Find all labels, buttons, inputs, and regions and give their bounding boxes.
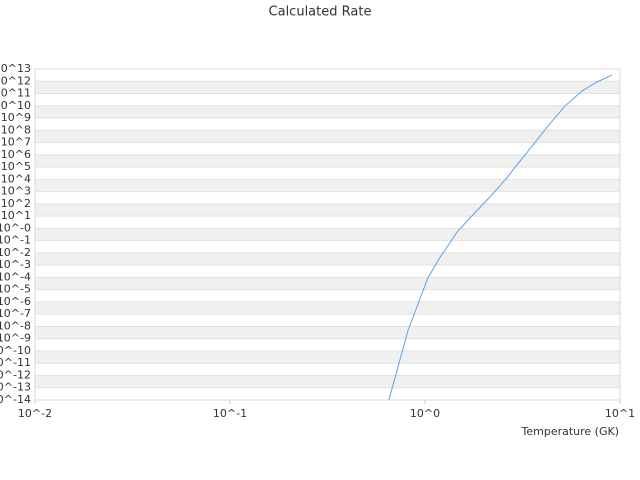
grid-band: [35, 81, 620, 94]
y-tick-label: 10^-5: [0, 283, 31, 296]
y-tick-label: 10^-6: [0, 295, 31, 308]
y-tick-label: 10^13: [0, 62, 31, 75]
y-tick-label: 10^-3: [0, 258, 31, 271]
grid-band: [35, 105, 620, 119]
grid-band: [35, 277, 620, 290]
y-tick-label: 10^6: [1, 148, 31, 161]
x-tick-label: 10^1: [605, 407, 635, 420]
y-tick-label: 10^2: [1, 197, 31, 210]
y-tick-label: 10^1: [1, 209, 31, 222]
grid-band: [35, 203, 620, 217]
x-axis-label: Temperature (GK): [521, 425, 620, 438]
grid-band: [35, 228, 620, 241]
chart-title: Calculated Rate: [269, 5, 372, 20]
y-tick-label: 10^-2: [0, 246, 31, 259]
grid-band: [35, 252, 620, 266]
y-tick-label: 10^3: [1, 185, 31, 198]
grid-band: [35, 301, 620, 315]
y-tick-label: 10^9: [1, 111, 31, 124]
y-tick-label: 10^-11: [0, 356, 31, 369]
y-tick-label: 10^-10: [0, 344, 31, 357]
grid-band: [35, 375, 620, 388]
y-tick-label: 10^7: [1, 136, 31, 149]
plot-border: [34, 68, 621, 401]
grid-band: [35, 326, 620, 339]
y-tick-label: 10^-12: [0, 368, 31, 381]
y-tick-label: 10^-13: [0, 381, 31, 394]
y-tick-label: 10^11: [0, 87, 31, 100]
y-tick-label: 10^10: [0, 99, 31, 112]
y-tick-label: 10^-8: [0, 319, 31, 332]
grid-band: [35, 154, 620, 168]
y-tick-label: 10^-1: [0, 234, 31, 247]
x-tick-label: 10^0: [410, 407, 440, 420]
y-tick-label: 10^-0: [0, 221, 31, 234]
y-tick-label: 10^8: [1, 123, 31, 136]
grid-band: [35, 179, 620, 192]
grid-band: [35, 130, 620, 143]
y-tick-label: 10^12: [0, 74, 31, 87]
y-tick-label: 10^-7: [0, 307, 31, 320]
grid-band: [35, 350, 620, 364]
y-tick-label: 10^4: [1, 172, 31, 185]
y-tick-label: 10^5: [1, 160, 31, 173]
y-tick-label: 10^-9: [0, 332, 31, 345]
y-tick-label: 10^-14: [0, 393, 31, 406]
x-tick-label: 10^-2: [18, 407, 52, 420]
data-line: [388, 74, 613, 401]
x-tick-label: 10^-1: [213, 407, 247, 420]
y-tick-label: 10^-4: [0, 270, 31, 283]
